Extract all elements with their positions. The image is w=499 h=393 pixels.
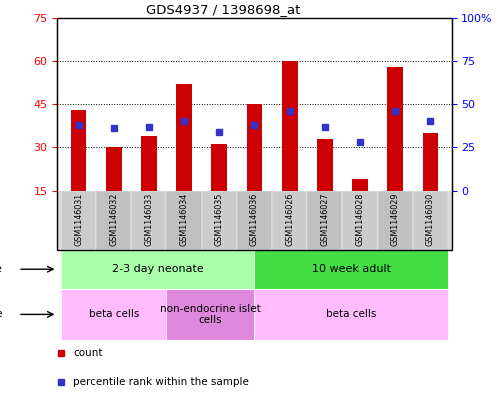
Text: count: count bbox=[73, 348, 103, 358]
Text: GSM1146033: GSM1146033 bbox=[144, 192, 153, 246]
Bar bbox=[70, 110, 86, 191]
Bar bbox=[237, 191, 272, 250]
Bar bbox=[167, 289, 254, 340]
Bar bbox=[342, 191, 378, 250]
Text: GSM1146031: GSM1146031 bbox=[74, 192, 83, 246]
Bar bbox=[413, 191, 448, 250]
Text: GSM1146029: GSM1146029 bbox=[391, 192, 400, 246]
Bar bbox=[352, 179, 368, 191]
Bar bbox=[131, 191, 167, 250]
Bar bbox=[307, 191, 342, 250]
Text: age: age bbox=[0, 264, 2, 274]
Text: cell type: cell type bbox=[0, 309, 2, 320]
Text: GSM1146035: GSM1146035 bbox=[215, 192, 224, 246]
Bar bbox=[61, 250, 254, 289]
Text: GSM1146032: GSM1146032 bbox=[109, 192, 118, 246]
Bar bbox=[387, 67, 403, 191]
Bar bbox=[272, 191, 307, 250]
Bar bbox=[96, 191, 131, 250]
Text: GSM1146027: GSM1146027 bbox=[320, 192, 329, 246]
Title: GDS4937 / 1398698_at: GDS4937 / 1398698_at bbox=[146, 4, 300, 17]
Text: 10 week adult: 10 week adult bbox=[312, 264, 391, 274]
Text: GSM1146028: GSM1146028 bbox=[356, 192, 365, 246]
Text: GSM1146036: GSM1146036 bbox=[250, 192, 259, 246]
Bar bbox=[61, 191, 96, 250]
Bar bbox=[202, 191, 237, 250]
Bar bbox=[212, 145, 227, 191]
Bar bbox=[282, 61, 297, 191]
Bar bbox=[106, 147, 122, 191]
Bar bbox=[141, 136, 157, 191]
Bar bbox=[254, 250, 448, 289]
Bar bbox=[378, 191, 413, 250]
Bar bbox=[247, 104, 262, 191]
Text: GSM1146034: GSM1146034 bbox=[180, 192, 189, 246]
Bar bbox=[423, 133, 439, 191]
Text: percentile rank within the sample: percentile rank within the sample bbox=[73, 377, 249, 387]
Text: GSM1146030: GSM1146030 bbox=[426, 192, 435, 246]
Bar bbox=[61, 289, 167, 340]
Bar bbox=[317, 139, 333, 191]
Bar bbox=[176, 84, 192, 191]
Bar bbox=[254, 289, 448, 340]
Text: 2-3 day neonate: 2-3 day neonate bbox=[112, 264, 204, 274]
Text: beta cells: beta cells bbox=[326, 309, 376, 320]
Bar bbox=[167, 191, 202, 250]
Text: beta cells: beta cells bbox=[88, 309, 139, 320]
Text: non-endocrine islet
cells: non-endocrine islet cells bbox=[160, 304, 261, 325]
Text: GSM1146026: GSM1146026 bbox=[285, 192, 294, 246]
